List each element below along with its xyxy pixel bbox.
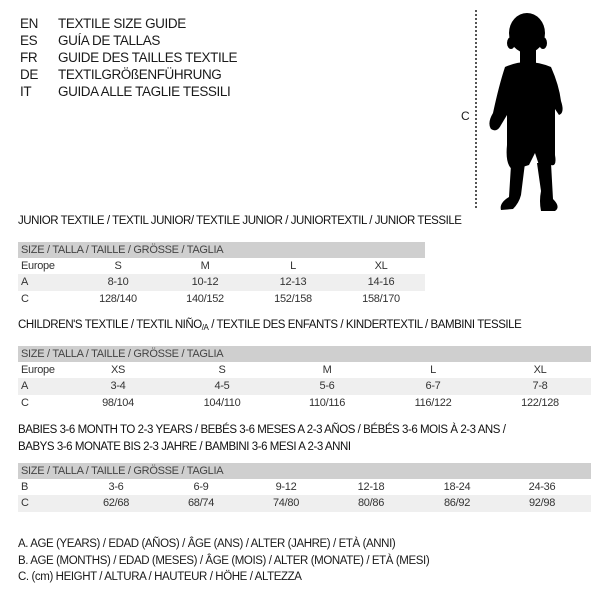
babies-section-title-line2: BABYS 3-6 MONATE BIS 2-3 JAHRE / BAMBINI… bbox=[18, 441, 351, 453]
guide-title: GUIDE DES TAILLES TEXTILE bbox=[58, 50, 238, 65]
babies-size-table: SIZE / TALLA / TAILLE / GRÖSSE / TAGLIA B… bbox=[18, 463, 591, 512]
row-label: B bbox=[21, 481, 29, 493]
guide-title: GUIDA ALLE TAGLIE TESSILI bbox=[58, 84, 231, 99]
row-label: C bbox=[21, 497, 29, 510]
row-label: C bbox=[21, 292, 29, 305]
table-cell: 62/68 bbox=[102, 497, 130, 510]
table-cell: 3-6 bbox=[108, 481, 124, 493]
table-cell: 80/86 bbox=[357, 497, 385, 510]
legend-a: A. AGE (YEARS) / EDAD (AÑOS) / ÂGE (ANS)… bbox=[18, 538, 396, 550]
table-cell: 9-12 bbox=[275, 481, 297, 493]
table-row: A 8-10 10-12 12-13 14-16 bbox=[18, 274, 425, 291]
table-cell: 116/122 bbox=[414, 396, 452, 409]
language-code: ES bbox=[20, 33, 38, 48]
row-label: C bbox=[21, 396, 29, 409]
table-cell: 8-10 bbox=[107, 276, 129, 289]
table-cell: 12-13 bbox=[279, 276, 307, 289]
table-row: C 128/140 140/152 152/158 158/170 bbox=[18, 291, 425, 307]
children-size-table: SIZE / TALLA / TAILLE / GRÖSSE / TAGLIA E… bbox=[18, 346, 591, 411]
language-row: FR GUIDE DES TAILLES TEXTILE bbox=[20, 49, 237, 66]
legend-b: B. AGE (MONTHS) / EDAD (MESES) / ÂGE (MO… bbox=[18, 555, 430, 567]
child-silhouette-icon bbox=[489, 13, 563, 211]
junior-size-table: SIZE / TALLA / TAILLE / GRÖSSE / TAGLIA E… bbox=[18, 242, 425, 307]
language-code: IT bbox=[20, 84, 32, 99]
table-cell: L bbox=[290, 260, 296, 272]
table-cell: 122/128 bbox=[521, 396, 559, 409]
table-cell: 24-36 bbox=[528, 481, 556, 493]
guide-title: GUÍA DE TALLAS bbox=[58, 33, 160, 48]
table-header: SIZE / TALLA / TAILLE / GRÖSSE / TAGLIA bbox=[18, 242, 425, 258]
height-dashed-line bbox=[475, 10, 477, 208]
table-cell: 74/80 bbox=[272, 497, 300, 510]
table-cell: M bbox=[200, 260, 210, 272]
child-figure: C bbox=[455, 5, 595, 215]
guide-title: TEXTILGRÖßENFÜHRUNG bbox=[58, 67, 222, 82]
language-row: ES GUÍA DE TALLAS bbox=[20, 32, 160, 49]
table-cell: 140/152 bbox=[186, 292, 224, 305]
row-label: A bbox=[21, 380, 29, 393]
table-cell: 92/98 bbox=[528, 497, 556, 510]
row-label: Europe bbox=[21, 364, 55, 376]
table-cell: XL bbox=[374, 260, 388, 272]
language-code: EN bbox=[20, 16, 38, 31]
table-cell: 128/140 bbox=[99, 292, 137, 305]
row-label: A bbox=[21, 276, 29, 289]
table-cell: 7-8 bbox=[532, 380, 548, 393]
table-cell: 86/92 bbox=[443, 497, 471, 510]
table-cell: 3-4 bbox=[110, 380, 126, 393]
table-row: C 98/104 104/110 110/116 116/122 122/128 bbox=[18, 395, 591, 411]
table-row: A 3-4 4-5 5-6 6-7 7-8 bbox=[18, 378, 591, 395]
table-cell: 6-7 bbox=[425, 380, 441, 393]
table-row: Europe XS S M L XL bbox=[18, 362, 591, 378]
table-cell: XS bbox=[110, 364, 126, 376]
table-cell: S bbox=[218, 364, 226, 376]
language-code: DE bbox=[20, 67, 38, 82]
language-row: IT GUIDA ALLE TAGLIE TESSILI bbox=[20, 83, 231, 100]
legend-c: C. (cm) HEIGHT / ALTURA / HAUTEUR / HÖHE… bbox=[18, 571, 302, 583]
table-cell: 18-24 bbox=[443, 481, 471, 493]
table-cell: 4-5 bbox=[214, 380, 230, 393]
row-label: Europe bbox=[21, 260, 55, 272]
table-header: SIZE / TALLA / TAILLE / GRÖSSE / TAGLIA bbox=[18, 463, 591, 479]
table-cell: 110/116 bbox=[308, 396, 346, 409]
table-cell: M bbox=[322, 364, 332, 376]
babies-section-title-line1: BABIES 3-6 MONTH TO 2-3 YEARS / BEBÉS 3-… bbox=[18, 424, 506, 436]
table-row: B 3-6 6-9 9-12 12-18 18-24 24-36 bbox=[18, 479, 591, 495]
children-section-title: CHILDREN'S TEXTILE / TEXTIL NIÑO/A / TEX… bbox=[18, 319, 522, 332]
table-cell: 12-18 bbox=[357, 481, 385, 493]
table-cell: 10-12 bbox=[191, 276, 219, 289]
language-code: FR bbox=[20, 50, 38, 65]
table-cell: 6-9 bbox=[193, 481, 209, 493]
junior-section-title: JUNIOR TEXTILE / TEXTIL JUNIOR/ TEXTILE … bbox=[18, 215, 462, 227]
height-label: C bbox=[461, 109, 470, 123]
table-cell: 68/74 bbox=[187, 497, 215, 510]
guide-title: TEXTILE SIZE GUIDE bbox=[58, 16, 186, 31]
table-cell: 98/104 bbox=[102, 396, 134, 409]
table-header: SIZE / TALLA / TAILLE / GRÖSSE / TAGLIA bbox=[18, 346, 591, 362]
table-cell: XL bbox=[533, 364, 547, 376]
table-row: C 62/68 68/74 74/80 80/86 86/92 92/98 bbox=[18, 495, 591, 512]
table-cell: 5-6 bbox=[319, 380, 335, 393]
table-cell: 104/110 bbox=[203, 396, 241, 409]
table-cell: 152/158 bbox=[274, 292, 312, 305]
table-cell: S bbox=[114, 260, 122, 272]
language-row: DE TEXTILGRÖßENFÜHRUNG bbox=[20, 66, 222, 83]
table-cell: 158/170 bbox=[362, 292, 400, 305]
table-row: Europe S M L XL bbox=[18, 258, 425, 274]
table-cell: L bbox=[430, 364, 436, 376]
table-cell: 14-16 bbox=[367, 276, 395, 289]
language-row: EN TEXTILE SIZE GUIDE bbox=[20, 15, 186, 32]
language-list: EN TEXTILE SIZE GUIDE ES GUÍA DE TALLAS FR GU… bbox=[20, 15, 237, 100]
